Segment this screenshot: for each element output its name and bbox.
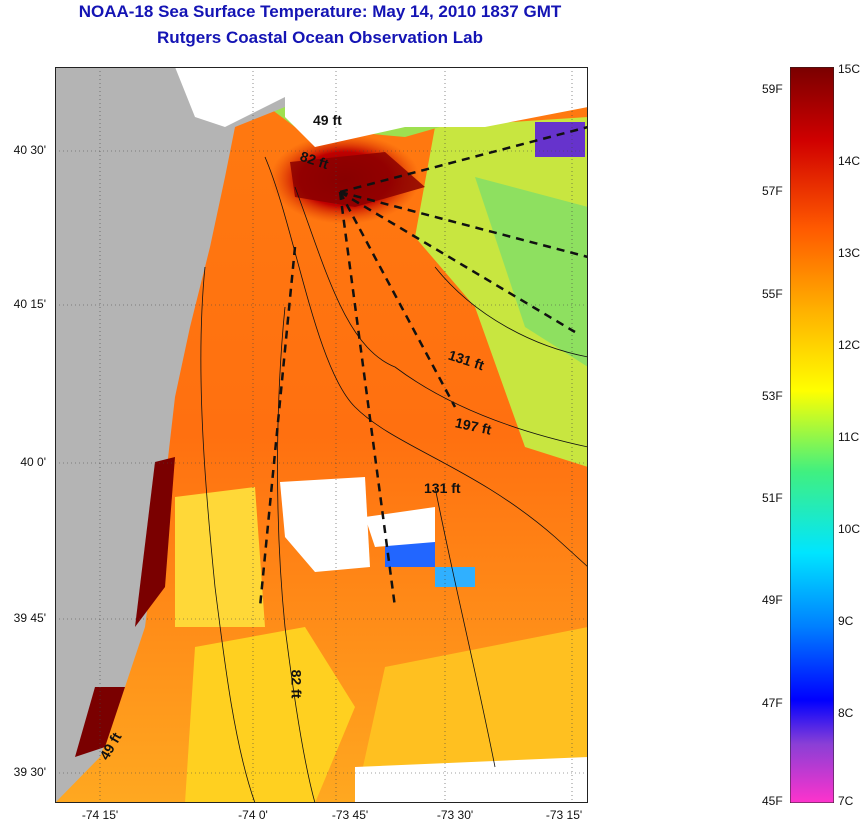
lon-label-73-30: -73 30': [436, 808, 474, 822]
land-new-jersey: [55, 67, 285, 803]
cbar-f-47: 47F: [762, 696, 783, 710]
lat-label-39-45: 39 45': [13, 611, 46, 625]
lat-label-39-30: 39 30': [13, 765, 46, 779]
map-subtitle: Rutgers Coastal Ocean Observation Lab: [157, 28, 483, 47]
sst-map: [55, 67, 588, 803]
bathymetry-contours: [200, 156, 588, 803]
cbar-f-55: 55F: [762, 287, 783, 301]
temperature-colorbar: [790, 67, 834, 803]
lat-label-40-15: 40 15': [13, 297, 46, 311]
cold-patch-northeast: [535, 122, 585, 157]
cbar-f-45: 45F: [762, 794, 783, 808]
cbar-f-57: 57F: [762, 184, 783, 198]
depth-label-82ft-south: 82 ft: [288, 669, 305, 699]
long-island-area: [285, 67, 588, 147]
cbar-f-53: 53F: [762, 389, 783, 403]
graticule: [55, 67, 588, 803]
south-hot-strip: [75, 687, 125, 757]
lat-label-40-0: 40 0': [20, 455, 46, 469]
coastal-whitespace: [175, 67, 285, 127]
cloud-gap-center: [280, 477, 370, 572]
southeast-warm-zone: [355, 627, 588, 803]
cbar-c-13: 13C: [838, 246, 861, 260]
lon-label-74-15: -74 15': [81, 808, 119, 822]
south-warm-zone: [185, 627, 355, 803]
depth-label-49ft-north: 49 ft: [313, 112, 342, 128]
lon-label-74-0: -74 0': [238, 808, 268, 822]
map-frame: [55, 67, 588, 803]
cbar-c-9: 9C: [838, 614, 854, 628]
cbar-c-15: 15C: [838, 62, 861, 76]
mid-yellow-zone: [175, 487, 265, 627]
lon-label-73-45: -73 45': [331, 808, 369, 822]
cbar-c-7: 7C: [838, 794, 854, 808]
cloud-gap-south: [355, 757, 588, 803]
cool-water-band: [475, 177, 588, 367]
lon-label-73-15: -73 15': [545, 808, 583, 822]
cbar-c-11: 11C: [838, 430, 860, 444]
transect-lines: [258, 125, 588, 608]
cbar-c-12: 12C: [838, 338, 861, 352]
cbar-f-51: 51F: [762, 491, 783, 505]
cbar-c-14: 14C: [838, 154, 861, 168]
cbar-f-49: 49F: [762, 593, 783, 607]
cbar-c-8: 8C: [838, 706, 854, 720]
hot-spot: [290, 152, 425, 207]
cyan-patch: [435, 567, 475, 587]
cbar-f-59: 59F: [762, 82, 783, 96]
coastal-hot-strip: [135, 457, 175, 627]
cbar-c-10: 10C: [838, 522, 861, 536]
lat-label-40-30: 40 30': [13, 143, 46, 157]
depth-label-131ft-center: 131 ft: [424, 480, 461, 496]
map-title: NOAA-18 Sea Surface Temperature: May 14,…: [78, 2, 562, 21]
